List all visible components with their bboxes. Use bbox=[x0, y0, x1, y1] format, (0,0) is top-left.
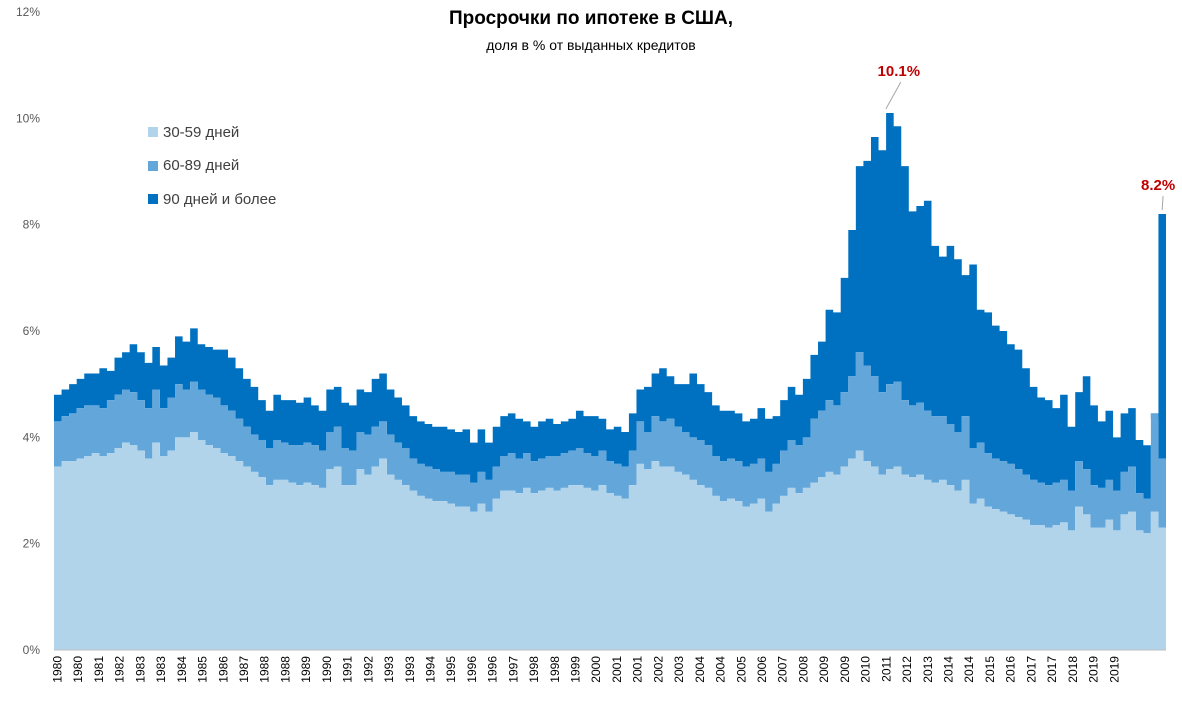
x-tick-label: 2017 bbox=[1024, 656, 1038, 683]
series-60-89-area bbox=[54, 352, 1166, 534]
x-tick-label: 1986 bbox=[216, 656, 230, 683]
y-tick-label: 2% bbox=[23, 537, 41, 551]
x-tick-label: 2017 bbox=[1045, 656, 1059, 683]
x-tick-label: 1997 bbox=[506, 656, 520, 683]
x-tick-label: 2005 bbox=[734, 656, 748, 683]
legend-swatch-60-89 bbox=[148, 160, 158, 171]
x-tick-label: 1980 bbox=[71, 656, 85, 683]
y-tick-label: 12% bbox=[16, 5, 40, 19]
x-tick-label: 2018 bbox=[1066, 656, 1080, 683]
x-tick-label: 2001 bbox=[610, 656, 624, 683]
legend-item-60-89: 60-89 дней bbox=[148, 156, 276, 176]
x-tick-label: 2014 bbox=[941, 656, 955, 683]
annotation-leader-line bbox=[885, 81, 902, 110]
x-tick-label: 2014 bbox=[962, 656, 976, 683]
x-tick-label: 2007 bbox=[776, 656, 790, 683]
x-tick-label: 2008 bbox=[796, 656, 810, 683]
x-tick-label: 1990 bbox=[320, 656, 334, 683]
x-tick-label: 1987 bbox=[237, 656, 251, 683]
legend-label-30-59: 30-59 дней bbox=[163, 123, 240, 141]
y-axis: 0% 2% 4% 6% 8% 10% 12% bbox=[16, 5, 1166, 657]
x-tick-label: 2004 bbox=[693, 656, 707, 683]
legend-label-90plus: 90 дней и более bbox=[163, 190, 277, 208]
x-tick-label: 1993 bbox=[403, 656, 417, 683]
x-tick-label: 1991 bbox=[341, 656, 355, 683]
annotation-label: 10.1% bbox=[878, 63, 921, 80]
x-tick-label: 1984 bbox=[175, 656, 189, 683]
x-tick-label: 2002 bbox=[651, 656, 665, 683]
annotation-label: 8.2% bbox=[1141, 177, 1175, 194]
x-tick-label: 1998 bbox=[527, 656, 541, 683]
y-tick-label: 8% bbox=[23, 218, 41, 232]
y-tick-label: 10% bbox=[16, 111, 40, 125]
y-tick-label: 6% bbox=[23, 324, 41, 338]
x-tick-label: 1982 bbox=[113, 656, 127, 683]
legend-label-60-89: 60-89 дней bbox=[163, 157, 240, 174]
x-tick-label: 2006 bbox=[755, 656, 769, 683]
x-tick-label: 2015 bbox=[983, 656, 997, 683]
annotation-leader-line bbox=[1161, 195, 1164, 211]
x-tick-label: 2012 bbox=[900, 656, 914, 683]
x-tick-label: 2009 bbox=[817, 656, 831, 683]
x-axis: 1980 1980 1981 1982 1983 1983 1984 1985 1986 1987… bbox=[51, 656, 1122, 683]
series-30-59-area bbox=[54, 432, 1166, 650]
x-tick-label: 2019 bbox=[1107, 656, 1121, 683]
x-tick-label: 1999 bbox=[569, 656, 583, 683]
y-tick-label: 0% bbox=[23, 643, 41, 657]
legend: 30-59 дней 60-89 дней 90 дней и более bbox=[148, 122, 276, 223]
x-tick-label: 1983 bbox=[133, 656, 147, 683]
x-tick-label: 2001 bbox=[631, 656, 645, 683]
x-tick-label: 1983 bbox=[154, 656, 168, 683]
x-tick-label: 1993 bbox=[382, 656, 396, 683]
series-90-plus-area bbox=[54, 113, 1166, 499]
x-tick-label: 2013 bbox=[921, 656, 935, 683]
x-tick-label: 1989 bbox=[299, 656, 313, 683]
x-tick-label: 2016 bbox=[1004, 656, 1018, 683]
x-tick-label: 2019 bbox=[1087, 656, 1101, 683]
x-tick-label: 2004 bbox=[714, 656, 728, 683]
plot-area bbox=[54, 113, 1166, 650]
legend-item-90plus: 90 дней и более bbox=[148, 189, 276, 209]
chart-subtitle: доля в % от выданных кредитов bbox=[486, 37, 696, 53]
x-tick-label: 2003 bbox=[672, 656, 686, 683]
annotations: 10.1% 8.2% bbox=[878, 63, 1175, 211]
x-tick-label: 1995 bbox=[444, 656, 458, 683]
x-tick-label: 1996 bbox=[465, 656, 479, 683]
x-tick-label: 2000 bbox=[589, 656, 603, 683]
x-tick-label: 1998 bbox=[548, 656, 562, 683]
x-tick-label: 2010 bbox=[859, 656, 873, 683]
x-tick-label: 1980 bbox=[51, 656, 65, 683]
x-tick-label: 1988 bbox=[278, 656, 292, 683]
x-tick-label: 1981 bbox=[92, 656, 106, 683]
x-tick-label: 1994 bbox=[423, 656, 437, 683]
y-tick-label: 4% bbox=[23, 430, 41, 444]
x-tick-label: 1985 bbox=[196, 656, 210, 683]
x-tick-label: 1996 bbox=[486, 656, 500, 683]
x-tick-label: 1992 bbox=[361, 656, 375, 683]
x-tick-label: 1988 bbox=[258, 656, 272, 683]
legend-item-30-59: 30-59 дней bbox=[148, 122, 276, 142]
chart-title: Просрочки по ипотеке в США, bbox=[448, 8, 734, 29]
legend-swatch-90plus bbox=[148, 194, 158, 204]
legend-swatch-30-59 bbox=[148, 127, 158, 137]
x-tick-label: 2009 bbox=[838, 656, 852, 683]
x-tick-label: 2011 bbox=[879, 656, 893, 682]
